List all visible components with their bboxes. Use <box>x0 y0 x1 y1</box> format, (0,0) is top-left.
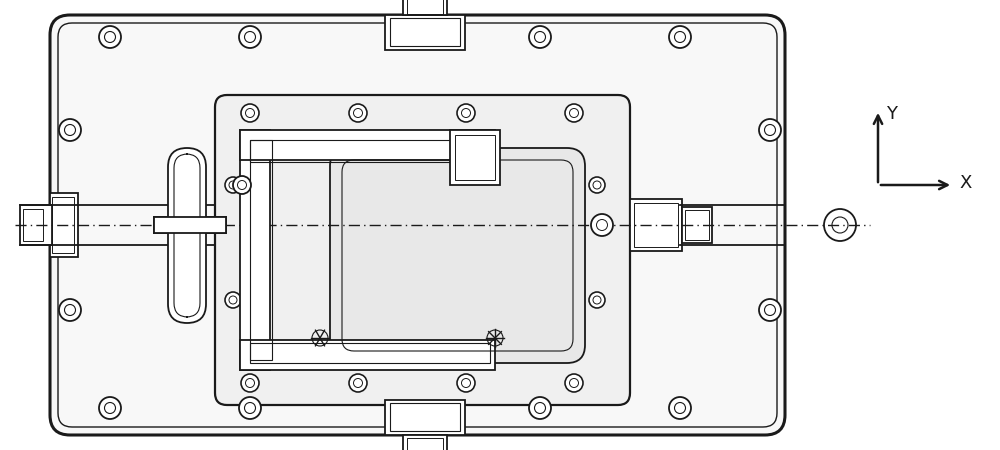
Bar <box>385 15 465 50</box>
Circle shape <box>759 299 781 321</box>
Bar <box>403 0 447 15</box>
Circle shape <box>565 104 583 122</box>
Circle shape <box>99 397 121 419</box>
Bar <box>250 140 490 162</box>
Circle shape <box>59 299 81 321</box>
Circle shape <box>59 119 81 141</box>
Circle shape <box>824 209 856 241</box>
Bar <box>240 130 495 160</box>
Circle shape <box>225 292 241 308</box>
Circle shape <box>241 104 259 122</box>
Circle shape <box>529 26 551 48</box>
Circle shape <box>589 292 605 308</box>
Bar <box>240 130 270 370</box>
Bar <box>385 400 465 435</box>
Circle shape <box>99 26 121 48</box>
Bar <box>250 343 490 363</box>
Circle shape <box>233 176 251 194</box>
FancyBboxPatch shape <box>50 15 785 435</box>
Bar <box>407 0 443 14</box>
Bar <box>634 203 678 247</box>
Circle shape <box>241 374 259 392</box>
Bar <box>20 205 52 245</box>
FancyBboxPatch shape <box>215 95 630 405</box>
Circle shape <box>457 374 475 392</box>
Bar <box>52 197 74 253</box>
Bar <box>240 340 495 370</box>
Circle shape <box>591 214 613 236</box>
Bar <box>630 199 682 251</box>
Bar <box>250 140 272 360</box>
Circle shape <box>457 104 475 122</box>
Bar <box>682 207 712 243</box>
FancyBboxPatch shape <box>168 148 206 323</box>
Bar <box>390 403 460 431</box>
Circle shape <box>349 374 367 392</box>
Bar <box>455 135 495 180</box>
Circle shape <box>225 177 241 193</box>
Bar <box>390 18 460 46</box>
Circle shape <box>529 397 551 419</box>
Circle shape <box>669 397 691 419</box>
Circle shape <box>349 104 367 122</box>
Bar <box>50 193 78 257</box>
Circle shape <box>759 119 781 141</box>
Bar <box>450 130 500 185</box>
Circle shape <box>239 397 261 419</box>
Bar <box>154 217 226 233</box>
Bar <box>403 435 447 450</box>
FancyBboxPatch shape <box>330 148 585 363</box>
Circle shape <box>565 374 583 392</box>
Text: X: X <box>959 174 971 192</box>
Bar <box>407 438 443 450</box>
Bar <box>23 209 43 241</box>
Bar <box>685 210 709 240</box>
Circle shape <box>669 26 691 48</box>
Circle shape <box>589 177 605 193</box>
Circle shape <box>239 26 261 48</box>
Text: Y: Y <box>886 105 897 123</box>
